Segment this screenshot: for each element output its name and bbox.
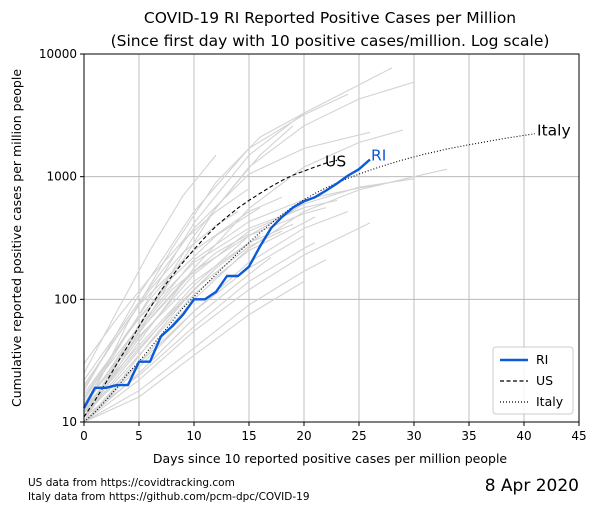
legend-label-italy: Italy [536, 394, 564, 409]
report-date: 8 Apr 2020 [484, 476, 579, 496]
legend-label-us: US [536, 373, 553, 388]
legend: RI US Italy [492, 346, 574, 415]
background-series-line [83, 112, 305, 413]
us-source-note: US data from https://covidtracking.com [28, 477, 235, 489]
y-axis-label: Cumulative reported positive cases per m… [9, 69, 24, 407]
y-tick-label: 10 [62, 415, 77, 429]
y-axis-ticks: 10 100 1000 10000 [39, 47, 84, 429]
x-tick-label: 20 [296, 429, 311, 443]
x-axis-ticks: 0 5 10 15 20 25 30 35 40 45 [80, 422, 587, 443]
background-series-line [83, 233, 250, 409]
background-series-line [83, 267, 217, 423]
background-series-line [83, 210, 349, 413]
x-tick-label: 0 [80, 429, 88, 443]
x-tick-label: 5 [135, 429, 143, 443]
background-lines [83, 67, 448, 423]
background-series-line [83, 280, 305, 423]
background-series-line [83, 235, 261, 418]
chart-subtitle: (Since first day with 10 positive cases/… [111, 32, 550, 50]
background-series-line [83, 154, 217, 374]
background-series-line [83, 216, 316, 418]
legend-label-ri: RI [536, 352, 548, 367]
background-series-line [83, 277, 173, 418]
x-tick-label: 40 [516, 429, 531, 443]
chart-title: COVID-19 RI Reported Positive Cases per … [144, 9, 516, 27]
x-tick-label: 10 [186, 429, 201, 443]
series-line-us [83, 159, 338, 418]
background-series-line [83, 131, 371, 381]
legend-box [492, 346, 574, 415]
us-end-label: US [325, 152, 346, 170]
x-tick-label: 45 [571, 429, 586, 443]
x-tick-label: 35 [461, 429, 476, 443]
x-tick-label: 25 [351, 429, 366, 443]
y-tick-label: 10000 [39, 47, 77, 61]
italy-end-label: Italy [537, 122, 571, 140]
background-series-line [83, 259, 184, 401]
background-series-line [83, 188, 250, 364]
x-tick-label: 30 [406, 429, 421, 443]
x-axis-label: Days since 10 reported positive cases pe… [153, 451, 508, 466]
background-series-line [83, 168, 448, 423]
background-series-line [83, 259, 327, 423]
background-series-line [83, 93, 349, 391]
ri-end-label: RI [371, 147, 386, 165]
italy-source-note: Italy data from https://github.com/pcm-d… [28, 491, 310, 503]
series-line-ri [82, 158, 371, 409]
y-tick-label: 100 [54, 292, 77, 306]
background-series-line [83, 199, 338, 413]
x-tick-label: 15 [241, 429, 256, 443]
y-tick-label: 1000 [46, 170, 77, 184]
plot-frame [83, 53, 580, 423]
background-series-line [83, 222, 371, 423]
background-series-line [83, 129, 404, 418]
main-lines [82, 133, 536, 423]
